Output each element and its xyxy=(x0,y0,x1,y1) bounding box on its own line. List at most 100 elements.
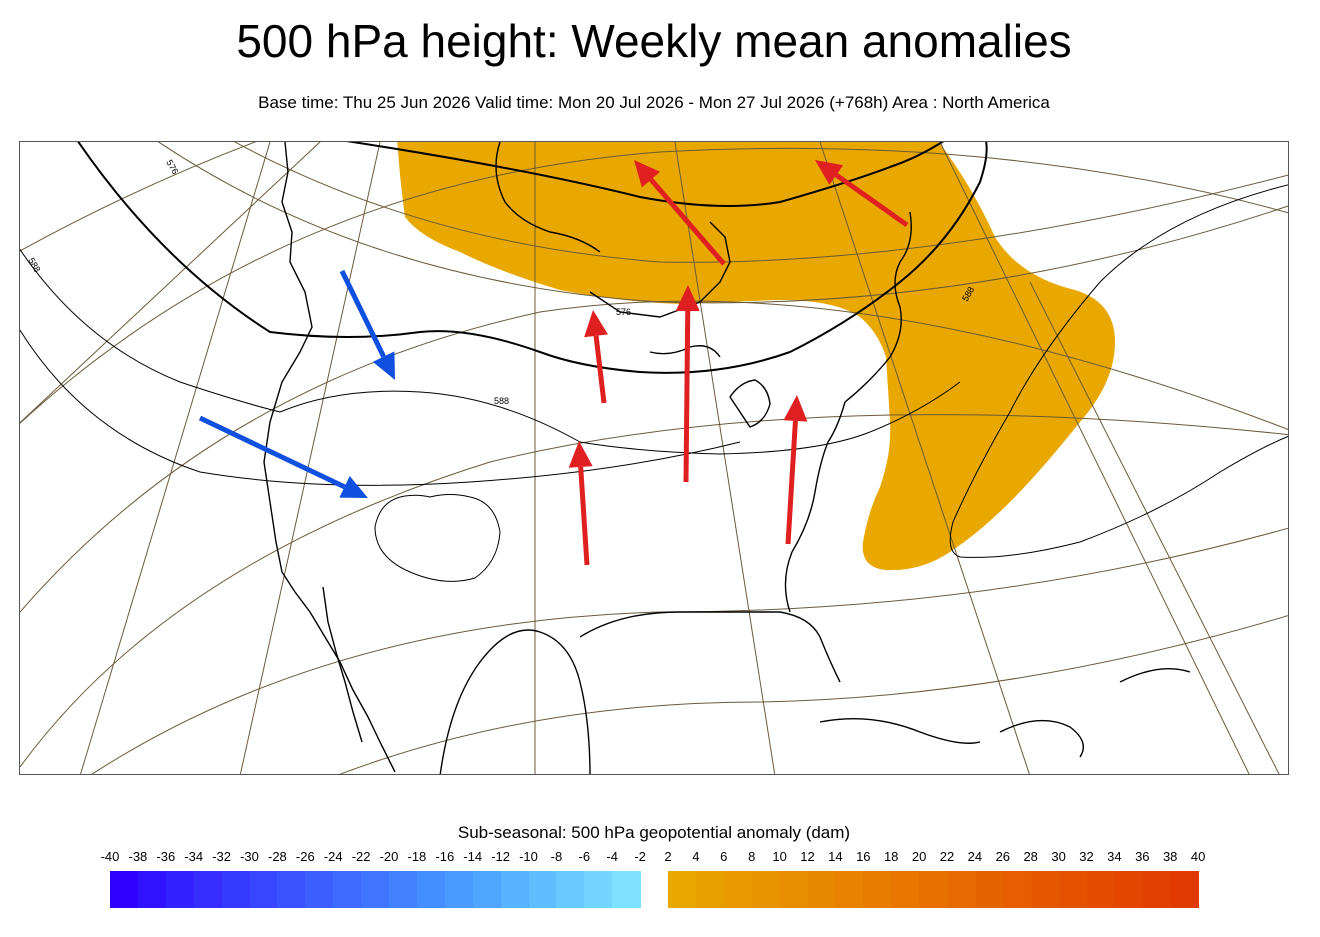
legend-tick-label: 32 xyxy=(1079,849,1094,864)
warm-arrow xyxy=(783,395,808,545)
legend-swatch-negative xyxy=(165,871,195,908)
contour-label: 588 xyxy=(494,396,509,406)
legend-swatch-negative xyxy=(110,871,139,908)
arrow-head xyxy=(584,310,608,338)
legend-swatch-positive xyxy=(779,871,808,908)
legend-tick-label: 28 xyxy=(1023,849,1038,864)
legend-swatch-negative xyxy=(556,871,585,908)
legend-tick-label: 40 xyxy=(1190,849,1206,864)
legend-swatch-negative xyxy=(193,871,223,908)
arrow-head xyxy=(783,395,808,422)
legend-swatch-negative xyxy=(221,871,250,908)
legend-tick-label: 38 xyxy=(1162,849,1178,864)
legend-tick-label: 4 xyxy=(692,849,700,864)
legend-tick-label: -36 xyxy=(156,849,176,864)
legend-tick-label: 20 xyxy=(911,849,927,864)
legend-tick-label: -20 xyxy=(379,849,399,864)
legend-swatch-positive xyxy=(1002,871,1032,908)
arrow-shaft xyxy=(578,466,590,566)
legend-swatch-positive xyxy=(974,871,1004,908)
legend-swatch-negative xyxy=(249,871,278,908)
legend-colorbar xyxy=(0,871,1320,908)
arrow-shaft xyxy=(683,310,691,483)
legend-swatch-positive xyxy=(835,871,864,908)
warm-arrow xyxy=(815,160,909,228)
legend-tick-label: 16 xyxy=(856,849,871,864)
arrow-shaft xyxy=(593,335,607,404)
legend-tick-label: -14 xyxy=(463,849,483,864)
legend-swatch-positive xyxy=(1058,871,1087,908)
contour-label: 576 xyxy=(616,307,631,317)
legend-swatch-negative xyxy=(500,871,529,908)
legend-tick-label: -34 xyxy=(184,849,204,864)
warm-arrow xyxy=(675,285,700,483)
graticule xyxy=(20,142,1288,774)
legend-tick-label: 2 xyxy=(664,849,672,864)
warm-arrow xyxy=(634,160,726,266)
arrow-shaft xyxy=(198,415,346,490)
arrow-shaft xyxy=(834,172,909,228)
legend-tick-label: 34 xyxy=(1107,849,1122,864)
legend-title: Sub-seasonal: 500 hPa geopotential anoma… xyxy=(457,823,851,842)
page-title: 500 hPa height: Weekly mean anomalies xyxy=(236,15,1072,67)
legend-swatch-positive xyxy=(863,871,892,908)
legend-tick-label: -12 xyxy=(491,849,510,864)
cool-arrow xyxy=(339,269,395,380)
legend-swatch-positive xyxy=(695,871,725,908)
legend-swatch-negative xyxy=(416,871,446,908)
height-contours xyxy=(20,142,1288,582)
legend-tick-label: 14 xyxy=(828,849,843,864)
warm-arrow xyxy=(568,441,593,566)
legend-tick-label: -32 xyxy=(212,849,231,864)
arrow-shaft xyxy=(649,178,726,266)
map-panel: 576 588 576 588 588 xyxy=(19,141,1289,775)
legend-swatch-negative xyxy=(472,871,502,908)
arrows-layer xyxy=(198,160,909,566)
legend-swatch-negative xyxy=(361,871,390,908)
arrow-head xyxy=(568,441,593,468)
legend-tick-label: -10 xyxy=(519,849,538,864)
legend-tick-label: -40 xyxy=(100,849,120,864)
legend-swatch-positive xyxy=(1086,871,1115,908)
legend-tick-label: -4 xyxy=(606,849,618,864)
legend-tick-label: -6 xyxy=(578,849,591,864)
legend-swatch-negative xyxy=(277,871,306,908)
legend-swatch-positive xyxy=(947,871,976,908)
legend-tick-label: 10 xyxy=(772,849,787,864)
legend-tick-label: -8 xyxy=(550,849,563,864)
legend-tick-label: 6 xyxy=(720,849,728,864)
legend-swatch-positive xyxy=(668,871,697,908)
legend-tick-label: -22 xyxy=(351,849,371,864)
legend-tick-label: 24 xyxy=(967,849,983,864)
legend-swatch-negative xyxy=(389,871,418,908)
legend-tick-label: 36 xyxy=(1135,849,1150,864)
warm-arrow xyxy=(584,310,608,404)
legend-swatch-negative xyxy=(333,871,362,908)
legend-tick-label: 30 xyxy=(1051,849,1066,864)
arrow-head xyxy=(339,475,368,498)
legend-swatch-negative xyxy=(584,871,613,908)
legend-swatch-positive xyxy=(1114,871,1143,908)
legend-tick-label: -30 xyxy=(240,849,259,864)
legend-tick-label: -18 xyxy=(407,849,427,864)
arrow-head xyxy=(675,285,700,312)
legend-swatch-negative xyxy=(528,871,557,908)
legend-swatch-negative xyxy=(137,871,167,908)
coastlines xyxy=(263,142,1191,774)
legend-swatch-positive xyxy=(919,871,948,908)
legend-swatch-positive xyxy=(1170,871,1199,908)
map-canvas: 576 588 576 588 588 xyxy=(20,142,1288,774)
legend-tick-label: 8 xyxy=(748,849,756,864)
legend-tick-label: -2 xyxy=(634,849,646,864)
positive-anomaly-area xyxy=(397,142,1115,571)
legend-swatch-positive xyxy=(891,871,920,908)
arrow-head xyxy=(815,160,844,185)
contour-label: 588 xyxy=(26,256,42,274)
legend-swatch-positive xyxy=(723,871,753,908)
legend-tick-label: -28 xyxy=(267,849,287,864)
legend-tick-label: 12 xyxy=(800,849,815,864)
legend-swatch-negative xyxy=(305,871,334,908)
legend-tick-label: 22 xyxy=(939,849,955,864)
cool-arrow xyxy=(198,415,368,498)
legend-swatch-positive xyxy=(1142,871,1171,908)
